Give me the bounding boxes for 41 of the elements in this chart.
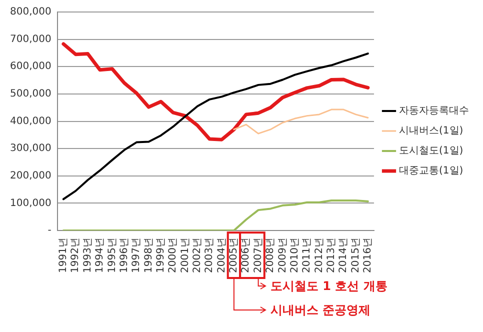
- y-tick-label: 800,000: [10, 6, 52, 18]
- y-tick-label: 200,000: [10, 170, 52, 182]
- x-tick-label: 1999년: [155, 238, 166, 274]
- x-tick-label: 1996년: [118, 238, 130, 274]
- legend-label: 대중교통(1일): [399, 166, 464, 177]
- legend-label: 자동자등록대수: [399, 106, 469, 117]
- x-tick-label: 2011년: [302, 238, 313, 274]
- y-tick-label: -: [48, 225, 52, 236]
- y-tick-label: 500,000: [10, 88, 52, 100]
- x-tick-label: 2016년: [362, 238, 374, 274]
- y-tick-label: 700,000: [10, 34, 52, 45]
- legend-label: 도시철도(1일): [399, 146, 464, 157]
- x-tick-label: 2001년: [180, 238, 191, 274]
- x-tick-label: 2008년: [265, 238, 276, 274]
- x-tick-label: 1992년: [70, 238, 82, 274]
- x-tick-label: 1998년: [143, 238, 154, 274]
- x-tick-label: 2006년: [240, 238, 252, 274]
- x-tick-label: 2007년: [252, 238, 264, 274]
- x-tick-label: 1997년: [131, 238, 142, 274]
- x-tick-label: 1991년: [58, 238, 70, 274]
- x-tick-label: 2005년: [228, 238, 240, 274]
- y-tick-label: 600,000: [10, 61, 52, 72]
- x-tick-label: 2014년: [338, 238, 350, 274]
- x-tick-label: 2010년: [289, 238, 300, 274]
- y-tick-label: 100,000: [10, 198, 52, 209]
- x-tick-label: 2002년: [192, 238, 203, 274]
- x-tick-label: 1995년: [106, 238, 118, 274]
- x-tick-label: 2003년: [204, 238, 216, 274]
- x-tick-label: 1993년: [82, 238, 94, 274]
- x-tick-label: 2009년: [277, 238, 288, 274]
- y-tick-label: 400,000: [10, 116, 52, 127]
- legend-label: 시내버스(1일): [399, 126, 464, 137]
- x-tick-label: 2013년: [326, 238, 337, 274]
- x-tick-label: 1994년: [94, 238, 106, 274]
- y-tick-label: 300,000: [10, 143, 52, 154]
- x-tick-label: 2012년: [314, 238, 325, 274]
- x-tick-label: 2000년: [168, 238, 179, 274]
- x-tick-label: 2004년: [216, 238, 228, 274]
- x-tick-label: 2015년: [350, 238, 362, 274]
- text: 시내버스 준공영제: [270, 302, 371, 318]
- text: 도시철도 1 호선 개통: [270, 278, 388, 294]
